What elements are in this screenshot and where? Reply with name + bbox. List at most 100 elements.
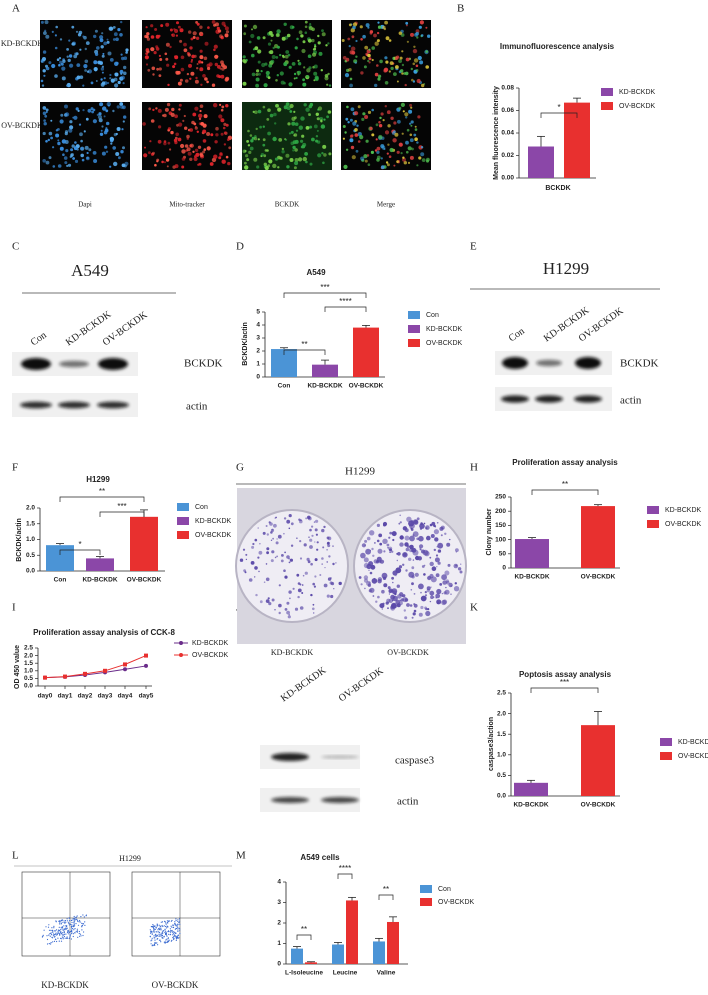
colony bbox=[309, 538, 313, 542]
event bbox=[177, 927, 179, 929]
cell bbox=[165, 57, 169, 61]
chart-title: H1299 bbox=[86, 475, 110, 484]
cell bbox=[220, 108, 224, 112]
event bbox=[70, 929, 73, 931]
cell bbox=[219, 103, 222, 106]
cell bbox=[371, 58, 374, 62]
cell bbox=[307, 54, 312, 58]
cell bbox=[169, 45, 172, 49]
point bbox=[43, 675, 47, 680]
colony bbox=[363, 562, 369, 569]
cell bbox=[362, 112, 366, 116]
cell bbox=[171, 33, 176, 37]
cell bbox=[94, 69, 97, 72]
bar bbox=[86, 558, 114, 571]
cell bbox=[417, 55, 422, 61]
colony bbox=[278, 584, 281, 587]
chart-title: A549 bbox=[306, 268, 326, 277]
colony bbox=[402, 552, 408, 558]
cell bbox=[416, 36, 419, 39]
cell bbox=[181, 149, 186, 154]
event bbox=[70, 923, 72, 926]
event bbox=[170, 925, 172, 927]
cell bbox=[51, 30, 54, 33]
cell bbox=[409, 138, 414, 143]
cell bbox=[242, 81, 247, 86]
cell bbox=[211, 83, 216, 87]
cell bbox=[179, 39, 183, 43]
cell bbox=[317, 34, 320, 38]
event bbox=[151, 931, 153, 934]
event bbox=[84, 921, 86, 923]
event bbox=[171, 919, 173, 922]
cell bbox=[369, 126, 373, 131]
colony bbox=[391, 589, 394, 593]
cell bbox=[275, 56, 279, 59]
cell bbox=[400, 69, 404, 73]
cell bbox=[188, 30, 192, 34]
column-label: Dapi bbox=[78, 201, 92, 209]
event bbox=[167, 921, 169, 924]
colony bbox=[298, 518, 301, 521]
cell bbox=[213, 48, 216, 52]
cell bbox=[253, 157, 258, 162]
colony bbox=[429, 573, 434, 579]
cell bbox=[275, 33, 280, 38]
cell bbox=[345, 117, 349, 121]
cell bbox=[45, 108, 49, 112]
cell bbox=[100, 78, 103, 81]
x-tick-label: KD-BCKDK bbox=[307, 383, 342, 390]
cell bbox=[178, 108, 181, 111]
colony bbox=[372, 595, 375, 597]
colony bbox=[436, 588, 442, 595]
cell bbox=[79, 132, 83, 137]
legend-label: OV-BCKDK bbox=[426, 340, 463, 347]
legend-swatch bbox=[408, 339, 420, 347]
colony bbox=[323, 525, 326, 529]
cell bbox=[192, 36, 196, 39]
cell bbox=[189, 128, 194, 132]
cell bbox=[327, 72, 330, 76]
cell bbox=[210, 133, 214, 137]
cell bbox=[415, 64, 419, 68]
cell bbox=[123, 115, 127, 119]
colony bbox=[319, 574, 322, 576]
colony bbox=[321, 563, 324, 565]
colony bbox=[312, 582, 316, 586]
cell bbox=[289, 110, 293, 113]
cell bbox=[204, 77, 208, 81]
cell bbox=[216, 74, 220, 78]
cell bbox=[223, 143, 227, 146]
event bbox=[164, 931, 166, 933]
event bbox=[61, 921, 63, 923]
cell bbox=[163, 113, 167, 118]
cell bbox=[143, 153, 148, 158]
colony bbox=[455, 564, 458, 567]
colony bbox=[442, 580, 447, 585]
cell bbox=[307, 38, 312, 43]
cell bbox=[313, 64, 318, 69]
cell bbox=[360, 71, 364, 75]
cell bbox=[164, 52, 168, 56]
cell bbox=[50, 119, 53, 122]
cell bbox=[308, 26, 313, 31]
event bbox=[163, 935, 165, 937]
event bbox=[49, 935, 51, 937]
colony bbox=[302, 574, 305, 577]
cell bbox=[65, 149, 69, 153]
cell bbox=[280, 80, 285, 85]
cell bbox=[158, 34, 161, 38]
cell bbox=[376, 146, 381, 151]
event bbox=[161, 935, 163, 937]
cell bbox=[112, 26, 116, 29]
y-tick-label: 0.5 bbox=[26, 552, 35, 559]
cell bbox=[386, 110, 391, 115]
cell bbox=[71, 144, 75, 148]
colony bbox=[433, 529, 439, 535]
flow-title: H1299 bbox=[119, 854, 141, 863]
cell bbox=[362, 56, 366, 60]
colony bbox=[326, 561, 328, 563]
event bbox=[75, 916, 77, 918]
cell bbox=[387, 143, 390, 146]
cell bbox=[419, 60, 424, 65]
